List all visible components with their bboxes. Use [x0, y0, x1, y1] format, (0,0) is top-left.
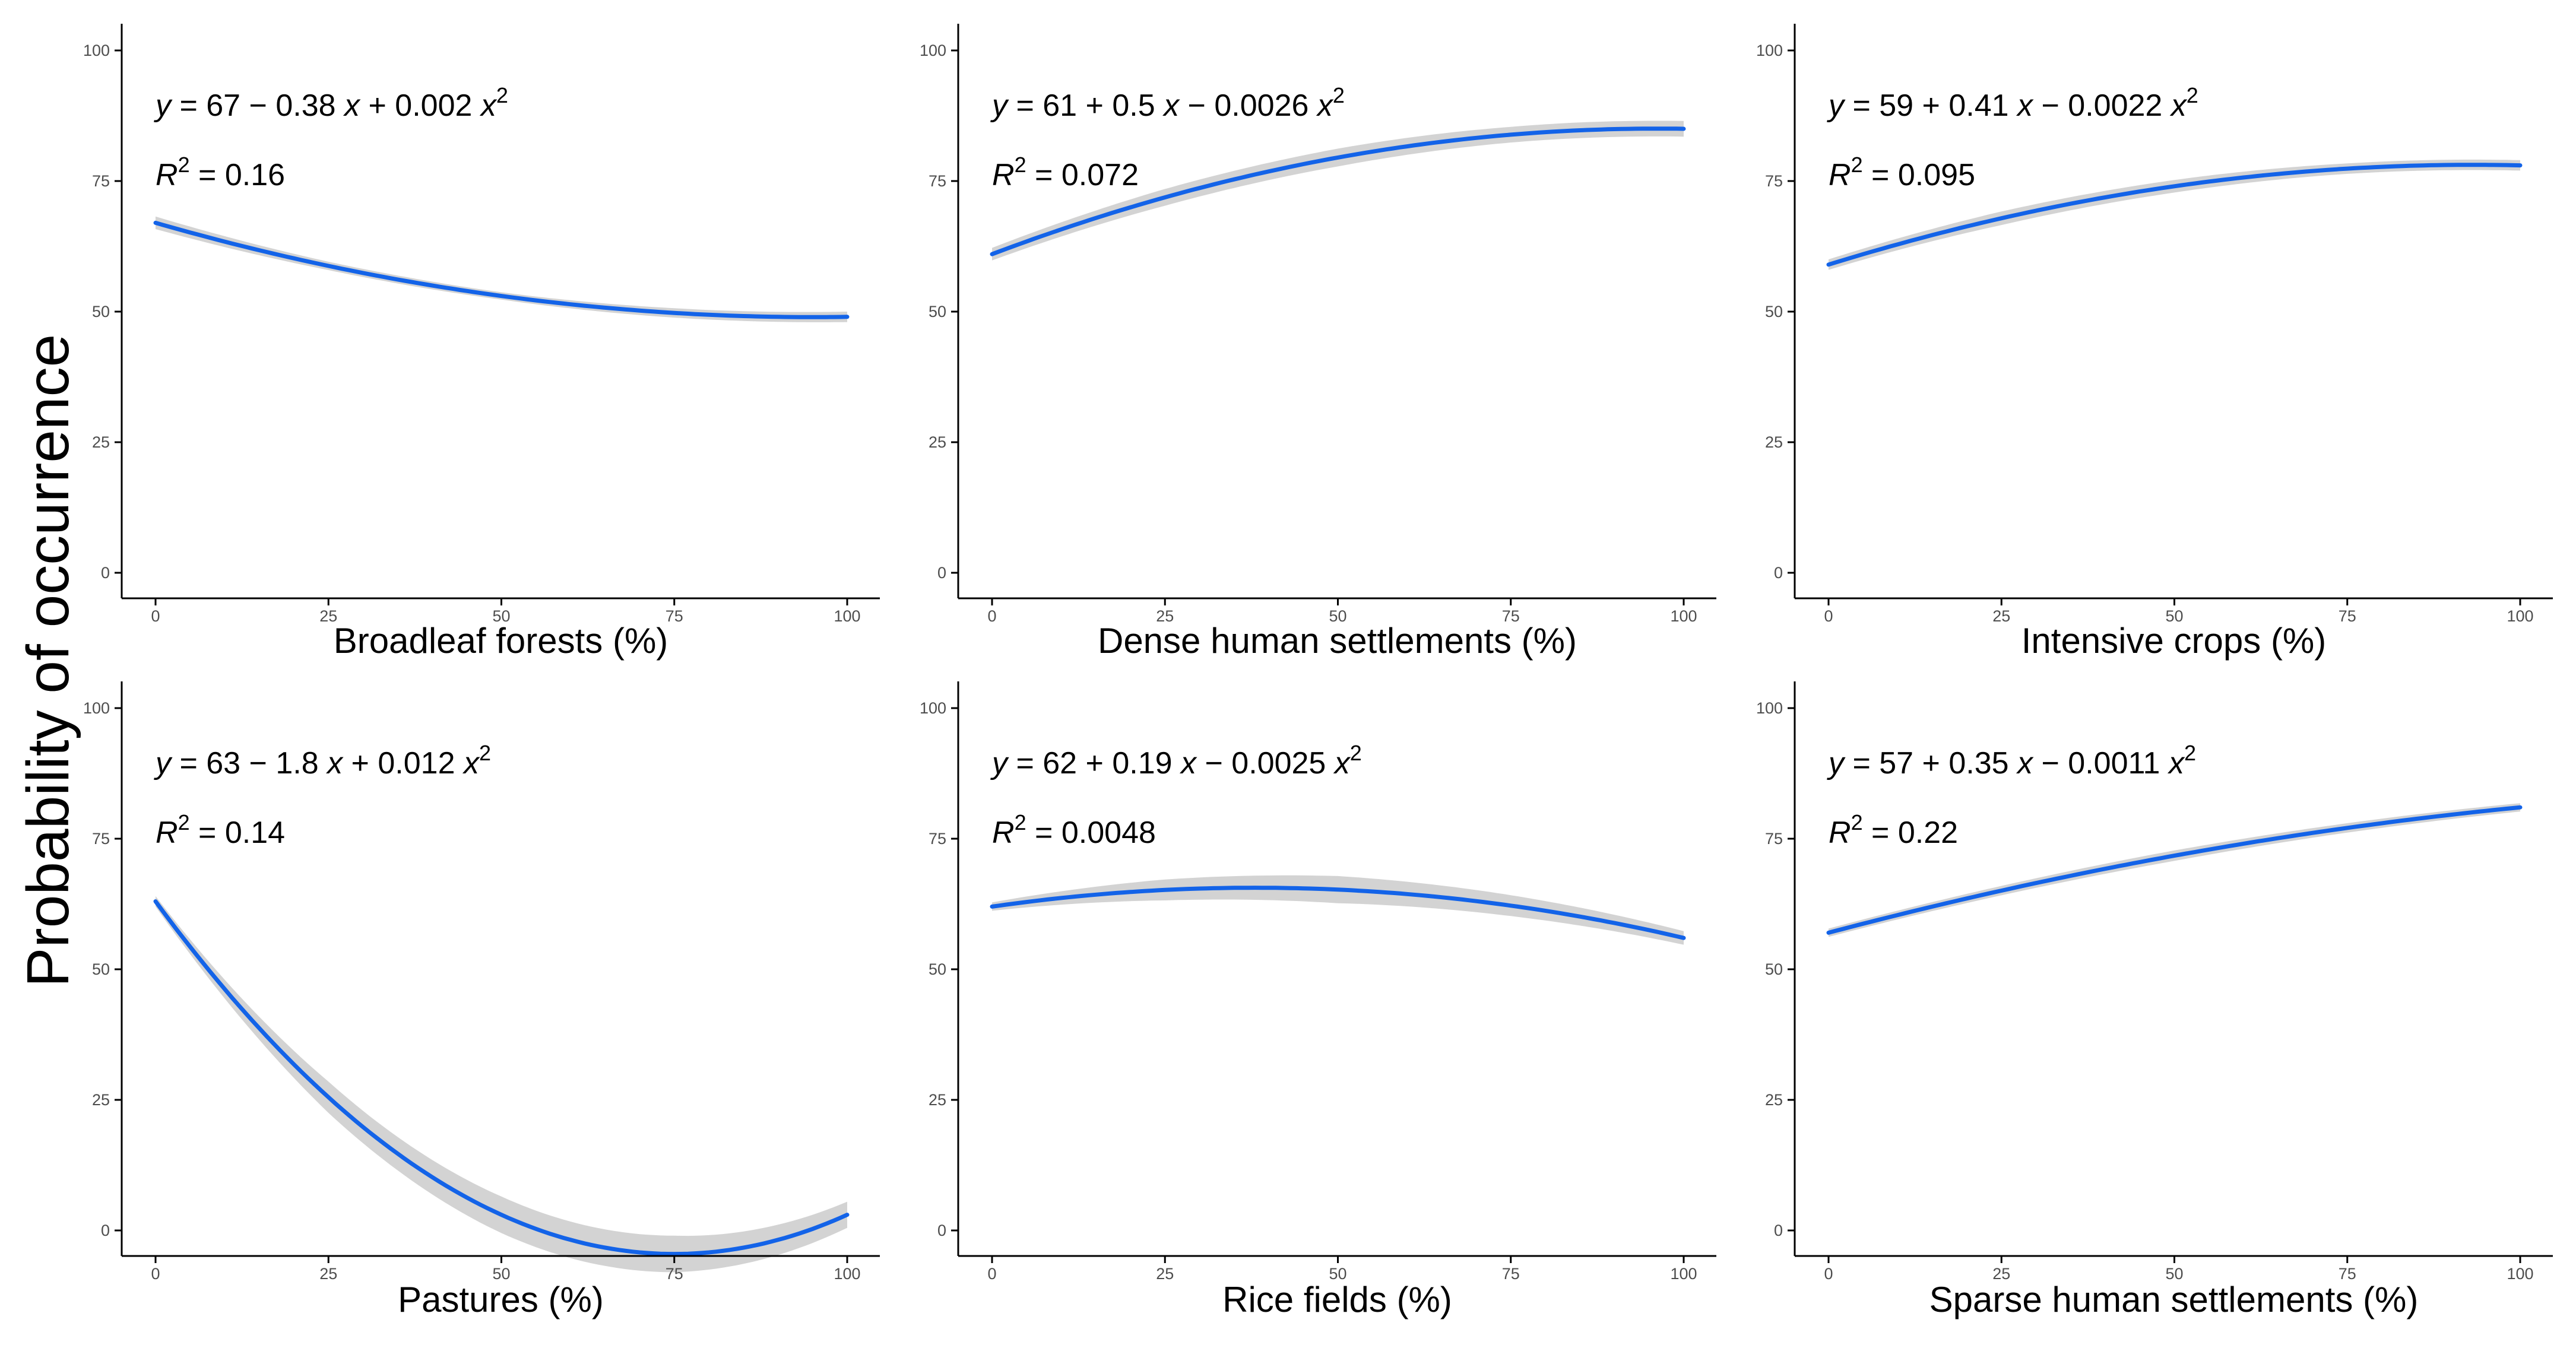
y-tick-label: 75: [929, 172, 946, 190]
x-axis-title: Dense human settlements (%): [1098, 621, 1577, 661]
y-tick-label: 0: [101, 564, 110, 582]
y-tick-label: 25: [1765, 1091, 1783, 1109]
y-tick-label: 25: [929, 433, 946, 451]
y-tick-label: 100: [1756, 699, 1783, 717]
x-tick-label: 25: [1156, 1265, 1174, 1283]
fit-line: [1826, 163, 2523, 267]
y-tick-label: 25: [92, 1091, 110, 1109]
r-squared: R2 = 0.16: [156, 153, 285, 192]
y-tick-label: 75: [929, 830, 946, 848]
y-tick-label: 0: [101, 1222, 110, 1239]
x-tick-label: 0: [151, 607, 160, 625]
confidence-band: [1829, 159, 2520, 270]
confidence-band: [156, 896, 847, 1273]
x-tick-label: 75: [666, 1265, 683, 1283]
y-tick-label: 100: [1756, 42, 1783, 59]
regression-equation: y = 67 − 0.38 x + 0.002 x2: [154, 83, 508, 123]
regression-equation: y = 57 + 0.35 x − 0.0011 x2: [1827, 741, 2196, 781]
regression-equation: y = 61 + 0.5 x − 0.0026 x2: [990, 83, 1345, 123]
x-tick-label: 75: [2339, 607, 2356, 625]
confidence-band: [992, 875, 1684, 945]
fit-line: [153, 220, 850, 319]
x-tick-label: 100: [1670, 607, 1697, 625]
confidence-band: [156, 216, 847, 322]
r-squared: R2 = 0.22: [1829, 810, 1958, 850]
confidence-band: [992, 120, 1684, 261]
y-tick-label: 50: [929, 303, 946, 321]
y-tick-label: 75: [92, 172, 110, 190]
y-tick-label: 25: [92, 433, 110, 451]
x-axis-title: Pastures (%): [398, 1280, 604, 1319]
y-axis-title: Probability of occurrence: [15, 334, 81, 988]
x-tick-label: 0: [1824, 607, 1833, 625]
panel-6: 0 25 50 75 100 0 25 50 75 100 Sparse human settlem…: [1756, 681, 2553, 1319]
x-tick-label: 75: [1502, 607, 1520, 625]
x-tick-label: 50: [2165, 1265, 2183, 1283]
r-squared: R2 = 0.072: [992, 153, 1139, 192]
r-squared: R2 = 0.095: [1829, 153, 1975, 192]
x-tick-label: 0: [151, 1265, 160, 1283]
y-tick-label: 50: [92, 303, 110, 321]
x-tick-label: 75: [2339, 1265, 2356, 1283]
x-tick-label: 100: [834, 1265, 860, 1283]
panels-container: 0 25 50 75 100 0 25 50 75 100 Broadleaf forests (%…: [83, 24, 2553, 1319]
x-tick-label: 25: [1992, 1265, 2010, 1283]
x-tick-label: 50: [2165, 607, 2183, 625]
y-tick-label: 0: [937, 1222, 946, 1239]
y-tick-label: 75: [1765, 830, 1783, 848]
y-tick-label: 25: [1765, 433, 1783, 451]
y-tick-label: 25: [929, 1091, 946, 1109]
r-squared: R2 = 0.0048: [992, 810, 1156, 850]
fit-line: [990, 126, 1686, 256]
x-axis-title: Intensive crops (%): [2021, 621, 2327, 661]
x-tick-label: 0: [1824, 1265, 1833, 1283]
regression-equation: y = 62 + 0.19 x − 0.0025 x2: [990, 741, 1362, 781]
panel-5: 0 25 50 75 100 0 25 50 75 100 Rice fields (%) y = 6…: [920, 681, 1716, 1319]
x-tick-label: 100: [834, 607, 860, 625]
y-tick-label: 0: [937, 564, 946, 582]
x-tick-label: 50: [492, 607, 510, 625]
y-tick-label: 100: [920, 42, 946, 59]
x-tick-label: 0: [987, 607, 996, 625]
x-tick-label: 75: [1502, 1265, 1520, 1283]
x-tick-label: 25: [319, 1265, 337, 1283]
x-tick-label: 50: [1329, 607, 1346, 625]
panel-4: 0 25 50 75 100 0 25 50 75 100 Pastures (%) y = 63 −…: [83, 681, 880, 1319]
y-tick-label: 50: [929, 960, 946, 978]
fit-line: [990, 886, 1686, 940]
x-axis-title: Rice fields (%): [1222, 1280, 1452, 1319]
y-tick-label: 100: [83, 42, 110, 59]
x-tick-label: 100: [2507, 607, 2533, 625]
regression-equation: y = 59 + 0.41 x − 0.0022 x2: [1827, 83, 2198, 123]
r-squared: R2 = 0.14: [156, 810, 285, 850]
x-tick-label: 25: [1992, 607, 2010, 625]
y-tick-label: 50: [92, 960, 110, 978]
fit-line: [1826, 805, 2523, 935]
x-tick-label: 25: [319, 607, 337, 625]
x-tick-label: 0: [987, 1265, 996, 1283]
x-axis-title: Sparse human settlements (%): [1929, 1280, 2419, 1319]
y-tick-label: 75: [1765, 172, 1783, 190]
regression-equation: y = 63 − 1.8 x + 0.012 x2: [154, 741, 491, 781]
y-tick-label: 0: [1774, 1222, 1783, 1239]
x-tick-label: 100: [1670, 1265, 1697, 1283]
y-tick-label: 50: [1765, 303, 1783, 321]
x-tick-label: 50: [492, 1265, 510, 1283]
y-tick-label: 75: [92, 830, 110, 848]
x-tick-label: 25: [1156, 607, 1174, 625]
fit-line: [153, 899, 850, 1257]
x-tick-label: 50: [1329, 1265, 1346, 1283]
y-tick-label: 100: [83, 699, 110, 717]
panel-3: 0 25 50 75 100 0 25 50 75 100 Intensive crops (%) y…: [1756, 24, 2553, 661]
x-tick-label: 75: [666, 607, 683, 625]
x-tick-label: 100: [2507, 1265, 2533, 1283]
panel-1: 0 25 50 75 100 0 25 50 75 100 Broadleaf forests (%…: [83, 24, 880, 661]
panel-2: 0 25 50 75 100 0 25 50 75 100 Dense human settleme…: [920, 24, 1716, 661]
y-tick-label: 0: [1774, 564, 1783, 582]
y-tick-label: 50: [1765, 960, 1783, 978]
y-tick-label: 100: [920, 699, 946, 717]
x-axis-title: Broadleaf forests (%): [334, 621, 668, 661]
